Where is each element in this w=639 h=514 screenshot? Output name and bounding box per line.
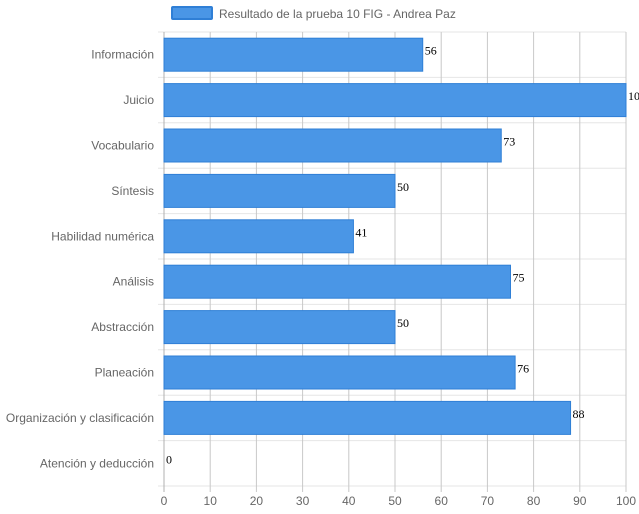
data-label: 76 [517, 362, 529, 376]
bar[interactable] [163, 310, 396, 345]
category-label: Planeación [95, 366, 154, 380]
data-label: 88 [573, 407, 585, 421]
x-axis-tick-labels: 0 10 20 30 40 50 60 70 80 90 100 [161, 494, 637, 508]
bar[interactable] [163, 400, 572, 435]
data-label: 56 [425, 44, 437, 58]
bar[interactable] [163, 37, 424, 72]
category-label: Análisis [113, 275, 154, 289]
data-label: 75 [513, 271, 525, 285]
legend[interactable]: Resultado de la prueba 10 FIG - Andrea P… [171, 6, 456, 21]
x-tick-label: 30 [296, 494, 310, 508]
x-tick-label: 70 [481, 494, 495, 508]
data-label: 73 [503, 135, 515, 149]
x-tick-label: 0 [161, 494, 168, 508]
data-label: 41 [355, 225, 367, 239]
bar[interactable] [163, 173, 396, 208]
x-tick-label: 60 [435, 494, 449, 508]
data-label: 100 [628, 89, 639, 103]
x-tick-label: 40 [342, 494, 356, 508]
data-label: 50 [397, 316, 409, 330]
bar[interactable] [163, 264, 511, 299]
x-tick-label: 100 [616, 494, 636, 508]
x-tick-label: 80 [527, 494, 541, 508]
bar[interactable] [163, 83, 627, 118]
category-label: Habilidad numérica [51, 229, 154, 243]
bar[interactable] [163, 219, 354, 254]
data-label: 0 [166, 452, 172, 466]
category-label: Juicio [123, 93, 154, 107]
data-label: 50 [397, 180, 409, 194]
data-labels: 56 100 73 50 41 75 50 76 88 0 [166, 44, 639, 467]
x-tick-label: 90 [573, 494, 587, 508]
x-tick-label: 20 [250, 494, 264, 508]
bar[interactable] [163, 355, 516, 390]
category-label: Atención y deducción [40, 456, 154, 470]
bar[interactable] [163, 128, 502, 163]
category-label: Información [91, 48, 154, 62]
category-label: Organización y clasificación [6, 411, 154, 425]
category-label: Vocabulario [91, 139, 154, 153]
category-label: Abstracción [91, 320, 154, 334]
x-tick-label: 50 [388, 494, 402, 508]
legend-swatch [171, 6, 213, 20]
legend-label: Resultado de la prueba 10 FIG - Andrea P… [219, 7, 456, 21]
category-labels: Información Juicio Vocabulario Síntesis Habi… [6, 48, 154, 471]
category-label: Síntesis [111, 184, 154, 198]
x-tick-label: 10 [204, 494, 218, 508]
bars [163, 37, 627, 435]
